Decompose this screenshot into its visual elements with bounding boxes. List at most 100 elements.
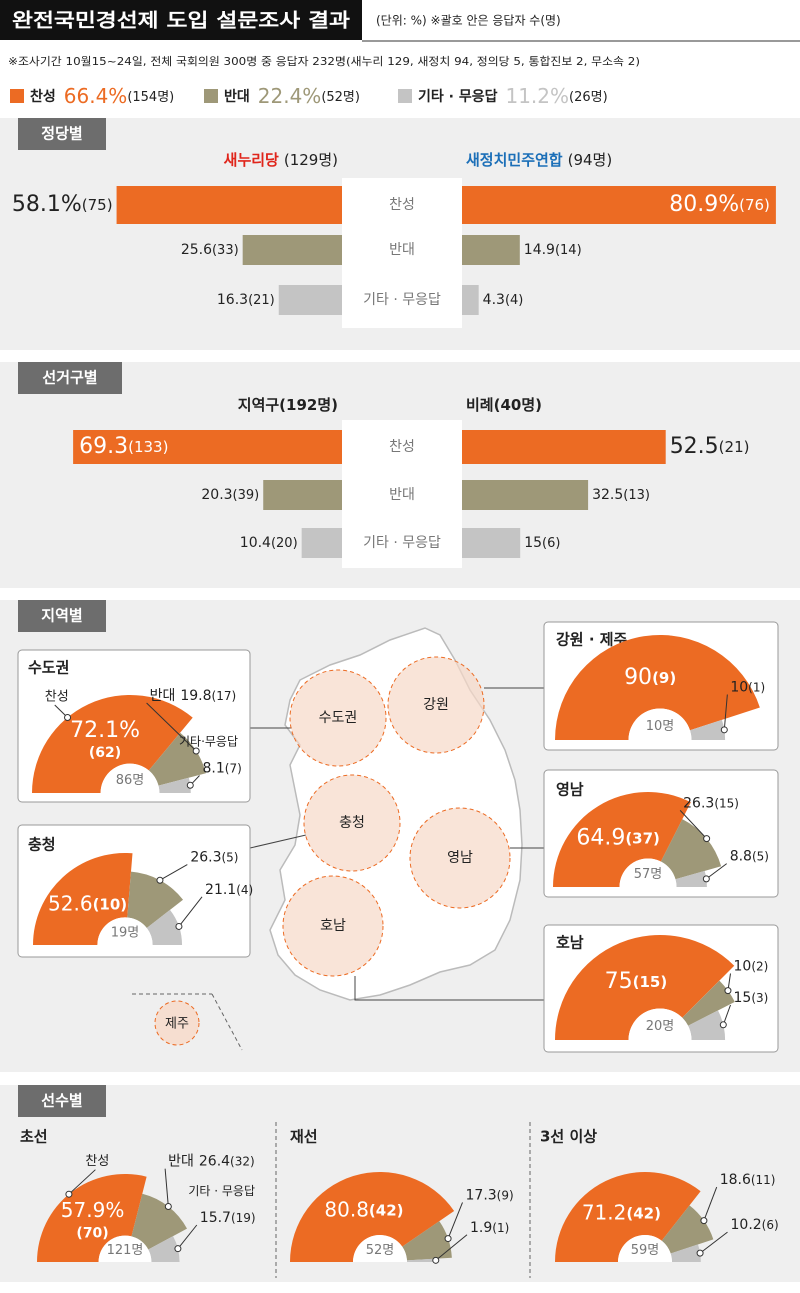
bar bbox=[462, 235, 520, 265]
chart-title: 재선 bbox=[290, 1128, 318, 1146]
value-label: 20.3(39) bbox=[201, 487, 259, 503]
gauge-segment bbox=[148, 1236, 180, 1262]
leader-dot bbox=[164, 1203, 172, 1211]
count: (32) bbox=[230, 1154, 255, 1168]
count: (33) bbox=[212, 243, 239, 258]
bar bbox=[462, 430, 666, 464]
chart-title: 충청 bbox=[28, 836, 56, 854]
leader-line bbox=[178, 896, 203, 927]
chart-title: 강원 · 제주 bbox=[556, 631, 628, 649]
leader-dot bbox=[724, 987, 732, 995]
category: 반대 bbox=[168, 1154, 194, 1170]
value-label: 32.5(13) bbox=[592, 487, 650, 503]
region-circle bbox=[303, 774, 401, 872]
count: (9) bbox=[652, 668, 676, 686]
leader-line bbox=[722, 1004, 731, 1025]
category-label: 기타 · 무응답 bbox=[188, 1184, 255, 1198]
legend-swatch bbox=[10, 89, 24, 103]
bar bbox=[462, 528, 521, 558]
series-name: 비례(40명) bbox=[466, 396, 542, 414]
category-label: 반대 bbox=[389, 242, 415, 258]
leader-line bbox=[447, 1202, 463, 1239]
value: 25.6 bbox=[181, 242, 212, 258]
section-title: 선거구별 bbox=[42, 369, 97, 387]
gauge-hole bbox=[628, 1008, 692, 1040]
count: (13) bbox=[623, 488, 650, 503]
value-label: 14.9(14) bbox=[524, 242, 582, 258]
total-label: 10명 bbox=[646, 719, 675, 734]
section-title: 선수별 bbox=[41, 1092, 82, 1110]
value-label: 반대 19.8(17) bbox=[150, 688, 237, 704]
value: 32.5 bbox=[592, 487, 623, 503]
leader-line bbox=[703, 1186, 718, 1221]
map: 수도권 강원 충청 영남 호남 제주 bbox=[132, 627, 544, 1051]
legend-name: 기타 · 무응답 bbox=[418, 88, 498, 105]
count: (6) bbox=[762, 1218, 779, 1232]
gauge-segment bbox=[675, 870, 707, 887]
count: (20) bbox=[271, 536, 298, 551]
count-label: (70) bbox=[76, 1225, 108, 1241]
leader-line bbox=[164, 1168, 169, 1207]
gauge-segment bbox=[553, 791, 691, 887]
value-label: 26.3(15) bbox=[683, 795, 739, 811]
gauge-hole bbox=[628, 708, 692, 740]
region-label: 제주 bbox=[165, 1017, 189, 1032]
count: (1) bbox=[492, 1220, 509, 1234]
value-label: 8.1(7) bbox=[203, 761, 242, 777]
leader-line bbox=[68, 1169, 96, 1195]
value: 10.4 bbox=[240, 535, 271, 551]
gauge-segment bbox=[37, 1174, 147, 1262]
legend-swatch bbox=[204, 89, 218, 103]
gauge-hole bbox=[619, 858, 677, 887]
leader-line bbox=[146, 702, 197, 752]
category-label: 기타 · 무응답 bbox=[363, 292, 441, 308]
region-label: 영남 bbox=[447, 850, 473, 866]
gauge-hole bbox=[618, 1235, 672, 1262]
region-circle bbox=[289, 669, 387, 767]
value: 18.6 bbox=[720, 1172, 751, 1188]
count: (76) bbox=[739, 196, 770, 214]
gauge-segment bbox=[670, 1244, 701, 1262]
legend-swatch bbox=[398, 89, 412, 103]
legend-value: 22.4% bbox=[258, 84, 322, 108]
value: 69.3 bbox=[79, 434, 128, 459]
count: (21) bbox=[719, 438, 750, 456]
category-label: 기타 · 무응답 bbox=[363, 535, 441, 551]
chart-title: 초선 bbox=[20, 1128, 48, 1146]
count: (2) bbox=[751, 959, 768, 973]
value-label: 18.6(11) bbox=[720, 1172, 776, 1188]
value-label: 4.3(4) bbox=[483, 292, 524, 308]
count: (17) bbox=[212, 688, 237, 702]
leader-dot bbox=[174, 1245, 182, 1253]
gauge-segment bbox=[32, 695, 193, 793]
chart-title: 수도권 bbox=[28, 659, 69, 677]
total-label: 86명 bbox=[116, 773, 145, 788]
survey-note: ※조사기간 10월15~24일, 전체 국회의원 300명 중 응답자 232명… bbox=[8, 54, 640, 68]
chart-title: 영남 bbox=[556, 781, 584, 799]
value: 15 bbox=[734, 990, 752, 1006]
gauge-segment bbox=[402, 1221, 452, 1261]
region-label: 강원 bbox=[423, 697, 449, 713]
leader-dot bbox=[175, 922, 183, 930]
legend-count: (26명) bbox=[569, 90, 608, 105]
value-label: 71.2(42) bbox=[582, 1200, 661, 1224]
section-tab bbox=[18, 1085, 106, 1117]
category-label: 찬성 bbox=[389, 439, 415, 455]
series-name: 새누리당 bbox=[224, 151, 279, 169]
bar bbox=[242, 235, 342, 265]
series-label: 새정치민주연합 (94명) bbox=[466, 151, 612, 169]
value: 26.3 bbox=[190, 850, 221, 866]
bar bbox=[116, 186, 343, 224]
total-label: 52명 bbox=[366, 1243, 395, 1258]
value-label: 반대 26.4(32) bbox=[168, 1154, 255, 1170]
legend-name: 반대 bbox=[224, 88, 250, 105]
section-tab bbox=[18, 362, 122, 394]
connector bbox=[249, 834, 307, 849]
value-label: 10(1) bbox=[730, 680, 765, 696]
value-label: 8.8(5) bbox=[730, 849, 769, 865]
gauge-hole bbox=[100, 763, 160, 793]
count: (42) bbox=[626, 1204, 661, 1222]
value: 90 bbox=[624, 665, 652, 690]
count: (1) bbox=[748, 680, 765, 694]
legend-count: (154명) bbox=[127, 90, 174, 105]
